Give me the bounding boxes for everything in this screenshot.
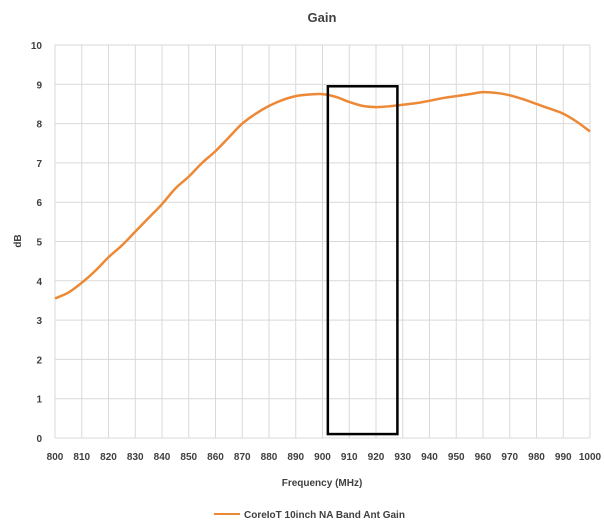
x-tick-label: 860 xyxy=(207,452,224,463)
x-tick-label: 900 xyxy=(314,452,331,463)
legend-label: CoreIoT 10inch NA Band Ant Gain xyxy=(244,510,405,521)
y-tick-label: 6 xyxy=(36,198,42,209)
x-tick-label: 890 xyxy=(287,452,304,463)
y-tick-label: 4 xyxy=(36,277,42,288)
x-tick-label: 850 xyxy=(180,452,197,463)
x-tick-label: 810 xyxy=(73,452,90,463)
x-tick-label: 980 xyxy=(528,452,545,463)
y-axis-label: dB xyxy=(13,234,24,247)
x-tick-label: 800 xyxy=(47,452,64,463)
x-tick-label: 830 xyxy=(127,452,144,463)
x-tick-label: 950 xyxy=(448,452,465,463)
grid-lines xyxy=(54,44,591,439)
highlight-rectangle xyxy=(326,85,399,436)
y-tick-label: 5 xyxy=(36,238,42,249)
y-tick-label: 1 xyxy=(36,395,42,406)
y-tick-label: 0 xyxy=(36,434,42,445)
y-axis-ticks: 0 1 2 3 4 5 6 7 8 9 10 xyxy=(31,41,43,445)
legend: CoreIoT 10inch NA Band Ant Gain xyxy=(214,510,405,521)
y-tick-label: 9 xyxy=(36,80,42,91)
series-group xyxy=(54,90,591,300)
x-tick-label: 820 xyxy=(100,452,117,463)
x-tick-label: 880 xyxy=(261,452,278,463)
y-tick-label: 10 xyxy=(31,41,43,52)
x-tick-label: 840 xyxy=(154,452,171,463)
x-axis-label: Frequency (MHz) xyxy=(282,478,363,489)
x-tick-label: 960 xyxy=(475,452,492,463)
x-tick-label: 990 xyxy=(555,452,572,463)
series-line xyxy=(54,90,591,300)
x-tick-label: 930 xyxy=(394,452,411,463)
x-tick-label: 1000 xyxy=(579,452,602,463)
annotations-group xyxy=(326,85,399,436)
x-tick-label: 910 xyxy=(341,452,358,463)
x-tick-label: 970 xyxy=(501,452,518,463)
y-tick-label: 7 xyxy=(36,159,42,170)
y-tick-label: 8 xyxy=(36,120,42,131)
x-tick-label: 870 xyxy=(234,452,251,463)
y-tick-label: 3 xyxy=(36,316,42,327)
chart-title: Gain xyxy=(308,10,337,25)
x-tick-label: 940 xyxy=(421,452,438,463)
x-axis-ticks: 800 810 820 830 840 850 860 870 880 890 900 910 920 9… xyxy=(47,452,602,463)
x-tick-label: 920 xyxy=(368,452,385,463)
y-tick-label: 2 xyxy=(36,355,42,366)
